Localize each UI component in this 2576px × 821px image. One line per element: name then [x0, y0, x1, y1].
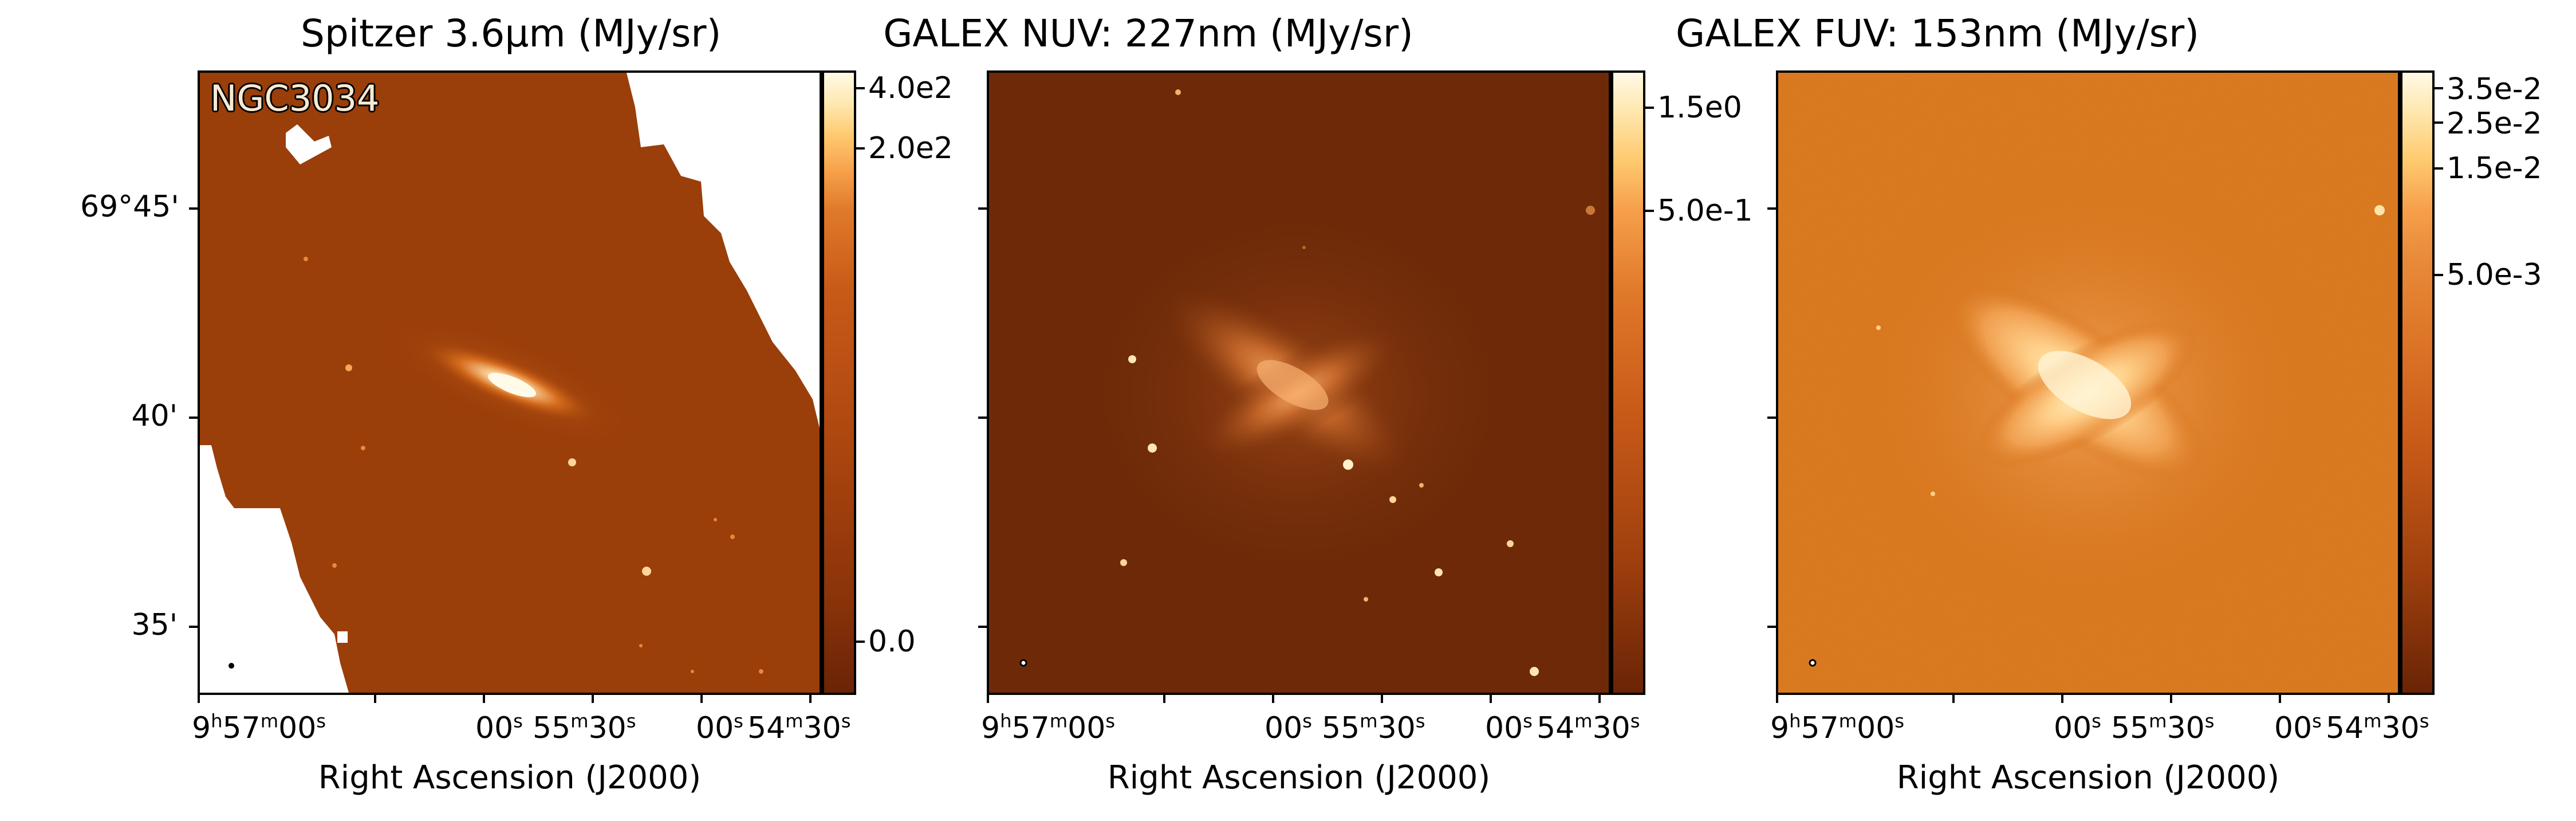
colorbar-tick: [2435, 121, 2443, 124]
x-tick: [1598, 695, 1601, 703]
x-tick-label: 00s: [2274, 710, 2322, 745]
y-tick: [1767, 207, 1776, 210]
colorbar-tick: [2435, 87, 2443, 89]
colorbar-tick-label: 3.5e-2: [2447, 72, 2542, 107]
colorbar-tick: [1645, 107, 1654, 109]
x-tick: [483, 695, 485, 703]
x-tick: [1272, 695, 1274, 703]
object-name-label: NGC3034: [210, 77, 380, 119]
image-frame: [987, 70, 1611, 695]
x-tick: [700, 695, 703, 703]
image-frame: [1776, 70, 2400, 695]
colorbar-tick: [856, 641, 865, 643]
colorbar-tick-label: 5.0e-1: [1657, 194, 1753, 228]
colorbar-tick-label: 1.5e-2: [2447, 151, 2542, 186]
panel-galex-fuv: GALEX FUV: 153nm (MJy/sr): [1648, 0, 2542, 821]
y-tick-label: 40': [131, 399, 178, 433]
colorbar: [1611, 70, 1645, 695]
colorbar-tick-label: 2.0e2: [868, 131, 953, 166]
nuv-image: [989, 73, 1609, 693]
colorbar-tick: [2435, 274, 2443, 276]
x-tick: [2388, 695, 2390, 703]
x-tick: [1490, 695, 1492, 703]
image-frame: NGC3034: [198, 70, 822, 695]
colorbar-tick-label: 1.5e0: [1657, 91, 1742, 125]
x-axis-label: Right Ascension (J2000): [1107, 759, 1491, 796]
x-tick-label: 54m30s: [2326, 710, 2429, 745]
x-tick: [198, 695, 200, 703]
panel-galex-nuv: GALEX NUV: 227nm (MJy/sr): [859, 0, 1752, 821]
x-tick: [1952, 695, 1955, 703]
x-tick-label: 54m30s: [1537, 710, 1640, 745]
x-tick: [592, 695, 594, 703]
y-tick: [189, 626, 198, 628]
colorbar: [2400, 70, 2435, 695]
colorbar-tick: [1645, 210, 1654, 212]
y-tick: [978, 207, 987, 210]
y-tick: [978, 417, 987, 419]
colorbar-tick-label: 5.0e-3: [2447, 258, 2542, 292]
spitzer-image: [200, 73, 820, 693]
x-tick: [2061, 695, 2063, 703]
y-tick: [978, 626, 987, 628]
x-tick-label: 54m30s: [747, 710, 851, 745]
colorbar-tick: [856, 147, 865, 150]
x-tick-label: 00s: [1485, 710, 1533, 745]
x-tick-label: 9h57m00s: [981, 710, 1116, 745]
x-tick: [374, 695, 376, 703]
y-tick: [189, 207, 198, 210]
colorbar-tick: [2435, 167, 2443, 170]
x-tick: [809, 695, 812, 703]
x-tick-label: 55m30s: [1322, 710, 1425, 745]
y-tick: [1767, 626, 1776, 628]
y-tick: [1767, 417, 1776, 419]
panel-title: GALEX FUV: 153nm (MJy/sr): [1675, 11, 2199, 56]
panel-spitzer: Spitzer 3.6μm (MJy/sr): [0, 0, 953, 821]
fuv-image: [1778, 73, 2398, 693]
x-tick-label: 00s: [475, 710, 523, 745]
y-tick: [189, 417, 198, 419]
x-tick-label: 55m30s: [533, 710, 636, 745]
colorbar-tick-label: 4.0e2: [868, 71, 953, 105]
colorbar-tick-label: 2.5e-2: [2447, 107, 2542, 141]
x-tick-label: 00s: [2054, 710, 2101, 745]
x-tick: [2170, 695, 2172, 703]
x-axis-label: Right Ascension (J2000): [1896, 759, 2280, 796]
x-tick-label: 00s: [1265, 710, 1312, 745]
x-tick-label: 55m30s: [2111, 710, 2215, 745]
x-tick: [1381, 695, 1383, 703]
x-tick: [1776, 695, 1778, 703]
x-tick-label: 9h57m00s: [192, 710, 326, 745]
colorbar-tick: [856, 87, 865, 89]
colorbar-tick-label: 0.0: [868, 624, 916, 659]
y-tick-label: 69°45': [80, 190, 179, 224]
y-tick-label: 35': [131, 608, 178, 642]
x-tick-label: 9h57m00s: [1770, 710, 1905, 745]
x-tick-label: 00s: [696, 710, 743, 745]
x-tick: [987, 695, 989, 703]
x-tick: [2279, 695, 2281, 703]
x-axis-label: Right Ascension (J2000): [318, 759, 702, 796]
x-tick: [1163, 695, 1165, 703]
colorbar: [822, 70, 856, 695]
panel-title: Spitzer 3.6μm (MJy/sr): [301, 11, 722, 56]
panel-title: GALEX NUV: 227nm (MJy/sr): [883, 11, 1413, 56]
